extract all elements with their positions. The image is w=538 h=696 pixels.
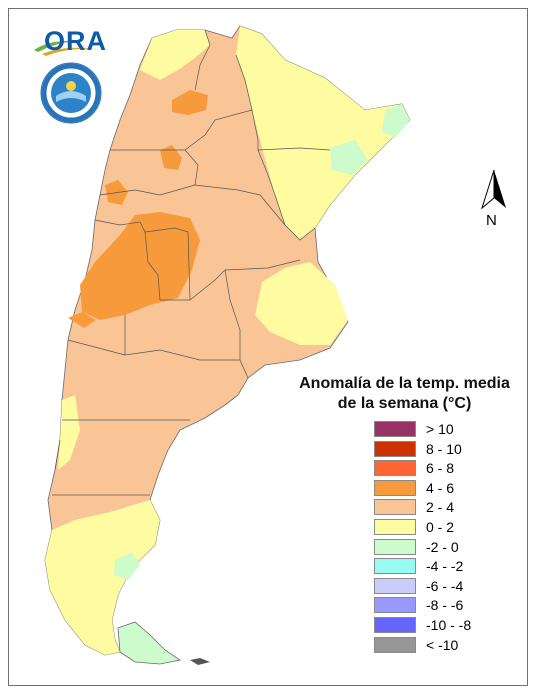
legend-swatch (374, 479, 416, 496)
province-borders (52, 29, 331, 496)
legend-label: 4 - 6 (426, 479, 455, 496)
zone-catamarca-orange (160, 145, 182, 170)
ora-logo: ORA (32, 26, 107, 58)
legend-swatch (374, 518, 416, 535)
legend-swatch (374, 538, 416, 555)
legend-label: < -10 (426, 636, 459, 653)
legend-swatch (374, 616, 416, 633)
legend-item: -4 - -2 (372, 557, 512, 577)
ora-logo-text: ORA (44, 26, 107, 56)
zone-misiones-green (382, 104, 410, 138)
legend-label: -8 - -6 (426, 597, 464, 614)
legend-label: 6 - 8 (426, 460, 455, 477)
legend-title-line2: de la semana (°C) (337, 395, 472, 412)
zone-west-yellow (58, 395, 80, 470)
legend-item: 4 - 6 (372, 479, 512, 499)
legend-item: 0 - 2 (372, 518, 512, 538)
legend-title: Anomalía de la temp. media de la semana … (292, 374, 517, 414)
legend-label: -2 - 0 (426, 538, 459, 555)
smn-seal-icon (40, 62, 102, 124)
zone-jujuy-orange (172, 90, 208, 115)
tierra-del-fuego (117, 621, 182, 665)
zone-neuquen-orange (68, 312, 96, 328)
legend-item: > 10 (372, 420, 512, 440)
ora-swoosh-icon (34, 41, 102, 56)
legend-swatch (374, 558, 416, 575)
legend-swatch (374, 636, 416, 653)
legend-item: -10 - -8 (372, 616, 512, 636)
legend-swatch (374, 421, 416, 437)
legend-label: -6 - -4 (426, 577, 464, 594)
zone-northwest-yellow (140, 30, 210, 80)
zone-northeast-yellow (236, 26, 410, 240)
legend-item: -2 - 0 (372, 538, 512, 558)
legend-item: 6 - 8 (372, 459, 512, 479)
zone-cuyo-orange (80, 212, 200, 320)
zone-patagonia-green (114, 552, 140, 580)
north-arrow: N (474, 168, 514, 238)
zone-pampas-yellow (255, 262, 348, 345)
legend-label: 0 - 2 (426, 518, 455, 535)
legend-label: -10 - -8 (426, 616, 472, 633)
zone-south-yellow (45, 500, 160, 655)
legend-label: -4 - -2 (426, 558, 464, 575)
legend-item: < -10 (372, 636, 512, 656)
legend-label: 2 - 4 (426, 499, 455, 516)
legend-item: 2 - 4 (372, 498, 512, 518)
legend-item: -8 - -6 (372, 596, 512, 616)
legend-title-line1: Anomalía de la temp. media (299, 375, 510, 392)
legend-label: 8 - 10 (426, 440, 462, 457)
legend-swatch (374, 577, 416, 594)
north-label: N (486, 212, 497, 229)
islands (190, 658, 210, 665)
legend-swatch (374, 460, 416, 477)
legend-label: > 10 (426, 421, 454, 437)
zone-corrientes-green (330, 140, 368, 175)
legend-item: 8 - 10 (372, 440, 512, 460)
legend-item: -6 - -4 (372, 577, 512, 597)
legend-swatch (374, 597, 416, 614)
legend-swatch (374, 440, 416, 457)
north-arrow-icon (481, 169, 506, 210)
legend-swatch (374, 499, 416, 516)
legend: > 10 8 - 10 6 - 8 4 - 6 2 - 4 0 - 2 -2 -… (372, 420, 512, 655)
